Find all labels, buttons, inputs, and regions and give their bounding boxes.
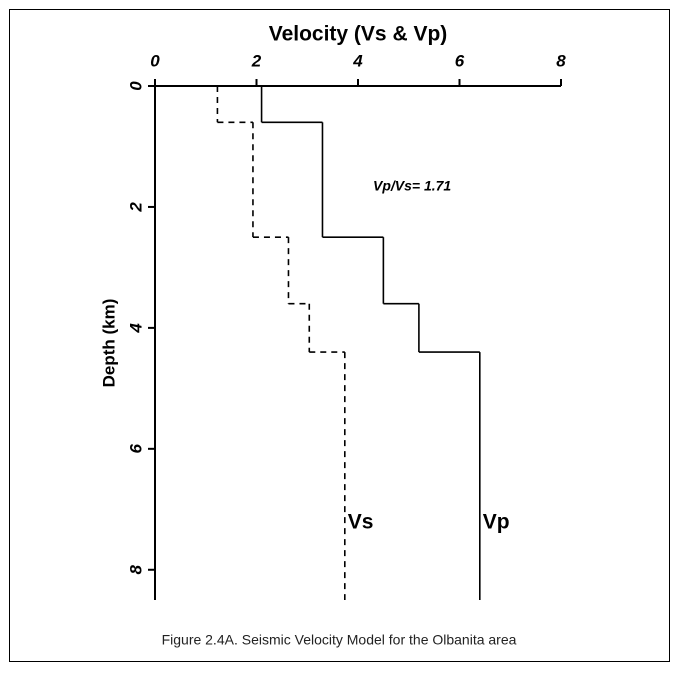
annotation: Vp/Vs= 1.71 [373, 178, 451, 194]
y-tick-label: 4 [126, 323, 145, 334]
x-tick-label: 6 [455, 51, 465, 70]
y-axis-label: Depth (km) [99, 299, 118, 388]
caption: Figure 2.4A. Seismic Velocity Model for … [162, 632, 517, 648]
series-label: Vp [483, 511, 510, 534]
series-label: Vs [348, 511, 374, 534]
x-tick-label: 4 [352, 51, 363, 70]
y-tick-label: 8 [126, 564, 145, 574]
y-tick-label: 2 [126, 202, 145, 213]
y-tick-label: 6 [126, 444, 145, 454]
x-tick-label: 2 [251, 51, 262, 70]
frame [9, 9, 670, 662]
x-tick-label: 8 [556, 51, 566, 70]
y-tick-label: 0 [126, 81, 145, 91]
chart-title: Velocity (Vs & Vp) [269, 23, 448, 46]
x-tick-label: 0 [150, 51, 160, 70]
